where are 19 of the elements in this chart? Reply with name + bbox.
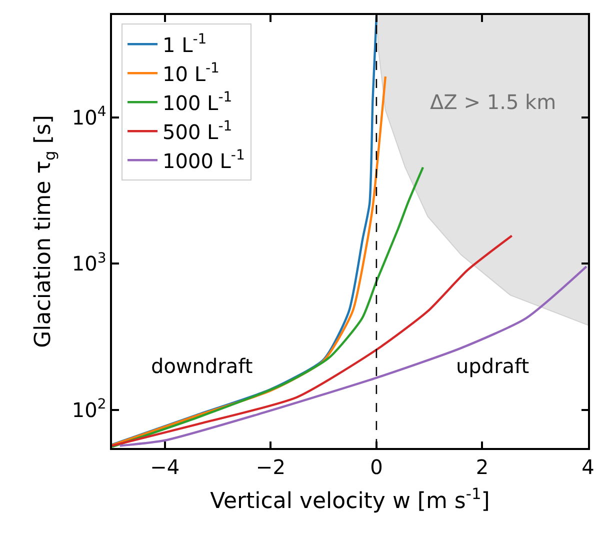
y-tick-label: 10$^{3}$	[72, 250, 106, 276]
x-tick-label: −2	[256, 454, 286, 479]
legend-label: 500 L$^{-1}$	[162, 118, 232, 144]
legend-label: 10 L$^{-1}$	[162, 60, 220, 86]
x-tick-label: 0	[370, 454, 383, 479]
annotation: downdraft	[151, 354, 253, 378]
y-tick-label: 10$^{4}$	[72, 104, 106, 130]
x-tick-label: 2	[476, 454, 489, 479]
x-tick-label: −4	[150, 454, 180, 479]
legend-label: 100 L$^{-1}$	[162, 90, 232, 115]
annotation: ΔZ > 1.5 km	[430, 90, 556, 114]
line-series	[112, 15, 378, 446]
y-tick-label: 10$^{2}$	[72, 396, 106, 422]
legend-label: 1000 L$^{-1}$	[162, 148, 245, 173]
legend-label: 1 L$^{-1}$	[162, 32, 207, 57]
line-series	[118, 265, 588, 447]
x-axis-title: Vertical velocity w [m s$^{-1}$]	[210, 484, 490, 514]
annotation: updraft	[456, 354, 530, 378]
x-tick-label: 4	[582, 454, 594, 479]
